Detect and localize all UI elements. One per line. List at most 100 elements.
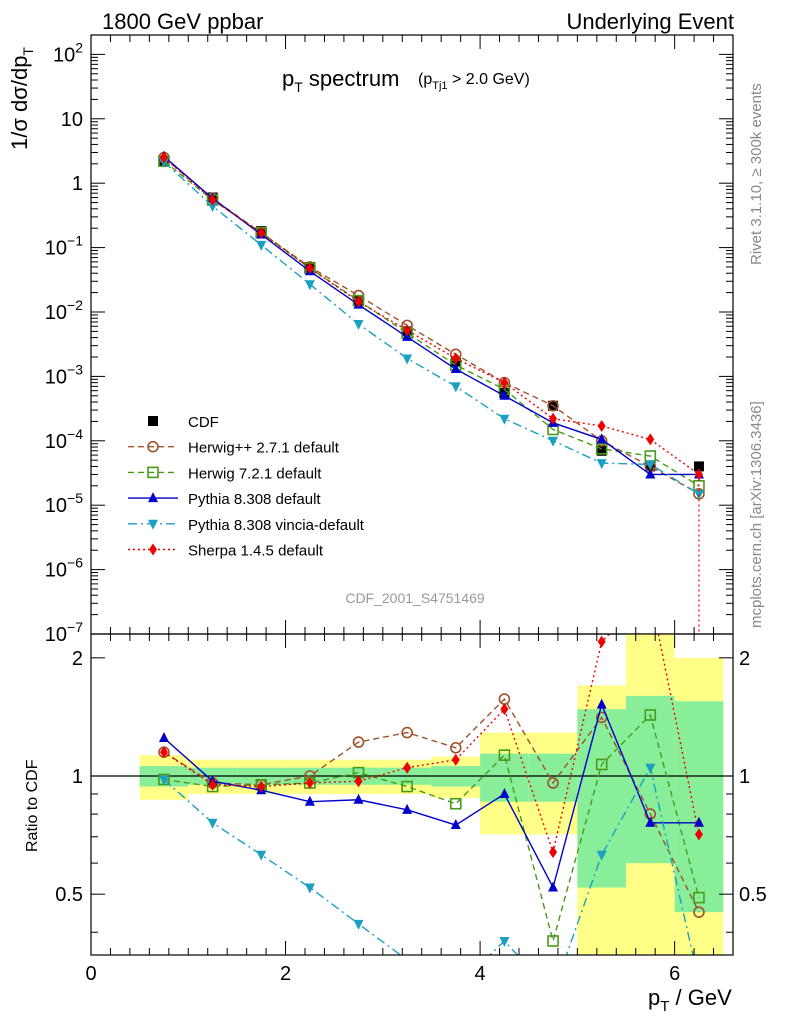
lower-plot-area <box>91 588 733 966</box>
ratio-point-herwig7 <box>644 709 657 721</box>
point-cdf <box>693 461 704 472</box>
y-tick-label: 10−3 <box>45 361 83 388</box>
legend-entry-cdf: CDF <box>148 414 219 431</box>
ratio-point-sherpa <box>500 703 509 716</box>
uncertainty-band-green <box>674 701 724 913</box>
point-pythia <box>450 363 461 374</box>
ratio-point-pythia <box>402 803 413 814</box>
ratio-point-sherpa <box>694 828 703 841</box>
series-cdf <box>158 156 704 472</box>
point-vincia <box>304 280 315 291</box>
analysis-watermark: CDF_2001_S4751469 <box>345 590 485 606</box>
rivet-label: Rivet 3.1.10, ≥ 300k events <box>748 83 765 265</box>
legend-label-pythia: Pythia 8.308 default <box>188 491 321 508</box>
point-sherpa <box>597 419 606 432</box>
point-vincia <box>256 240 267 251</box>
mcplots-label: mcplots.cern.ch [arXiv:1306.3436] <box>748 401 765 628</box>
point-vincia <box>596 459 607 470</box>
legend-marker-cdf <box>148 416 158 426</box>
point-sherpa <box>159 151 168 164</box>
ratio-point-herwigpp <box>449 741 462 754</box>
ratio-y-tick-label-right: 2 <box>739 648 750 670</box>
y-tick-label: 10−7 <box>45 619 83 646</box>
ratio-point-pythia <box>645 816 656 827</box>
ratio-line-vincia <box>163 765 694 955</box>
legend-entry-vincia: Pythia 8.308 vincia-default <box>128 517 365 534</box>
point-sherpa <box>549 412 558 425</box>
ratio-point-vincia <box>207 818 218 829</box>
point-herwigpp <box>547 399 559 412</box>
y-tick-label: 10−2 <box>45 297 83 324</box>
ratio-point-vincia <box>596 850 607 861</box>
y-tick-label: 10−4 <box>45 426 83 453</box>
ratio-point-herwigpp <box>547 777 559 789</box>
legend-entry-herwig7: Herwig 7.2.1 default <box>128 465 322 482</box>
ratio-line-herwig7 <box>163 713 700 944</box>
y-tick-label: 10−1 <box>45 233 83 260</box>
ratio-point-vincia <box>158 775 169 786</box>
ratio-point-sherpa <box>451 753 460 766</box>
svg-text:(pTj1 > 2.0 GeV): (pTj1 > 2.0 GeV) <box>418 71 530 92</box>
ratio-point-pythia <box>304 795 315 806</box>
x-tick-label: 0 <box>85 963 96 985</box>
point-herwig7 <box>595 443 608 455</box>
ratio-y-tick-label-right: 0.5 <box>739 884 767 906</box>
ratio-line-herwigpp <box>163 697 700 913</box>
ratio-point-herwig7 <box>547 935 559 947</box>
ratio-point-sherpa <box>403 761 412 774</box>
series-line-sherpa <box>163 157 700 476</box>
ratio-series-sherpa <box>159 588 703 859</box>
x-tick-label: 6 <box>669 963 680 985</box>
header-right: Underlying Event <box>566 9 734 34</box>
ratio-point-pythia <box>450 819 461 830</box>
x-tick-label: 4 <box>475 963 486 985</box>
ratio-point-herwigpp <box>352 736 365 748</box>
x-tick-label: 2 <box>280 963 291 985</box>
ratio-point-pythia <box>353 793 364 804</box>
ratio-point-herwig7 <box>449 797 462 810</box>
ratio-point-sherpa <box>597 635 606 648</box>
ratio-point-vincia <box>353 919 364 930</box>
legend-marker-herwig7 <box>147 466 159 479</box>
y-tick-label: 102 <box>53 39 83 66</box>
ratio-point-vincia <box>499 936 510 947</box>
legend-marker-herwigpp <box>147 440 159 453</box>
point-vincia <box>353 320 364 331</box>
point-pythia <box>596 433 607 444</box>
ratio-point-vincia <box>402 956 412 966</box>
point-sherpa <box>403 324 412 337</box>
header-left: 1800 GeV ppbar <box>102 9 263 34</box>
ratio-point-sherpa <box>354 775 363 788</box>
point-cdf <box>596 445 607 456</box>
y-axis-label-upper: 1/σ dσ/dpT <box>7 47 36 150</box>
point-vincia <box>548 436 559 447</box>
ratio-y-tick-label: 2 <box>72 648 83 670</box>
series-line-vincia <box>163 161 700 495</box>
legend-entry-sherpa: Sherpa 1.4.5 default <box>128 543 324 560</box>
point-sherpa <box>646 433 655 446</box>
point-pythia <box>499 389 510 400</box>
ratio-point-herwig7 <box>693 891 705 904</box>
ratio-point-vincia <box>304 883 315 894</box>
y-tick-label: 1 <box>72 173 83 195</box>
ratio-point-herwig7 <box>498 749 511 761</box>
series-pythia <box>158 150 704 479</box>
point-sherpa <box>500 376 509 389</box>
point-vincia <box>207 202 218 213</box>
legend-entry-herwigpp: Herwig++ 2.7.1 default <box>128 440 340 457</box>
ratio-y-tick-label: 0.5 <box>55 884 83 906</box>
ratio-y-tick-label: 1 <box>72 766 83 788</box>
point-vincia <box>499 414 510 425</box>
ratio-point-pythia <box>499 787 510 798</box>
y-tick-label: 10−6 <box>45 555 83 582</box>
ratio-line-pythia <box>163 702 699 890</box>
y-tick-label: 10−5 <box>45 490 83 517</box>
legend-label-sherpa: Sherpa 1.4.5 default <box>188 543 324 560</box>
ratio-point-sherpa <box>159 746 168 759</box>
point-sherpa <box>208 193 217 206</box>
ratio-point-herwigpp <box>693 906 705 918</box>
ratio-point-sherpa <box>208 778 217 791</box>
uncertainty-band-green <box>626 695 675 864</box>
ratio-point-sherpa <box>646 588 654 600</box>
